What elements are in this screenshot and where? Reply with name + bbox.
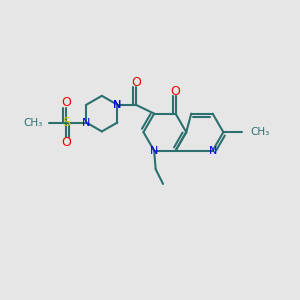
Text: O: O	[170, 85, 180, 98]
Text: CH₃: CH₃	[250, 127, 269, 137]
Text: N: N	[82, 118, 91, 128]
Text: O: O	[131, 76, 141, 89]
Text: S: S	[62, 116, 70, 129]
Text: O: O	[61, 136, 71, 149]
Text: CH₃: CH₃	[23, 118, 42, 128]
Text: N: N	[113, 100, 122, 110]
Text: N: N	[208, 146, 217, 156]
Text: N: N	[113, 100, 122, 110]
Text: O: O	[61, 96, 71, 109]
Text: N: N	[150, 146, 158, 156]
